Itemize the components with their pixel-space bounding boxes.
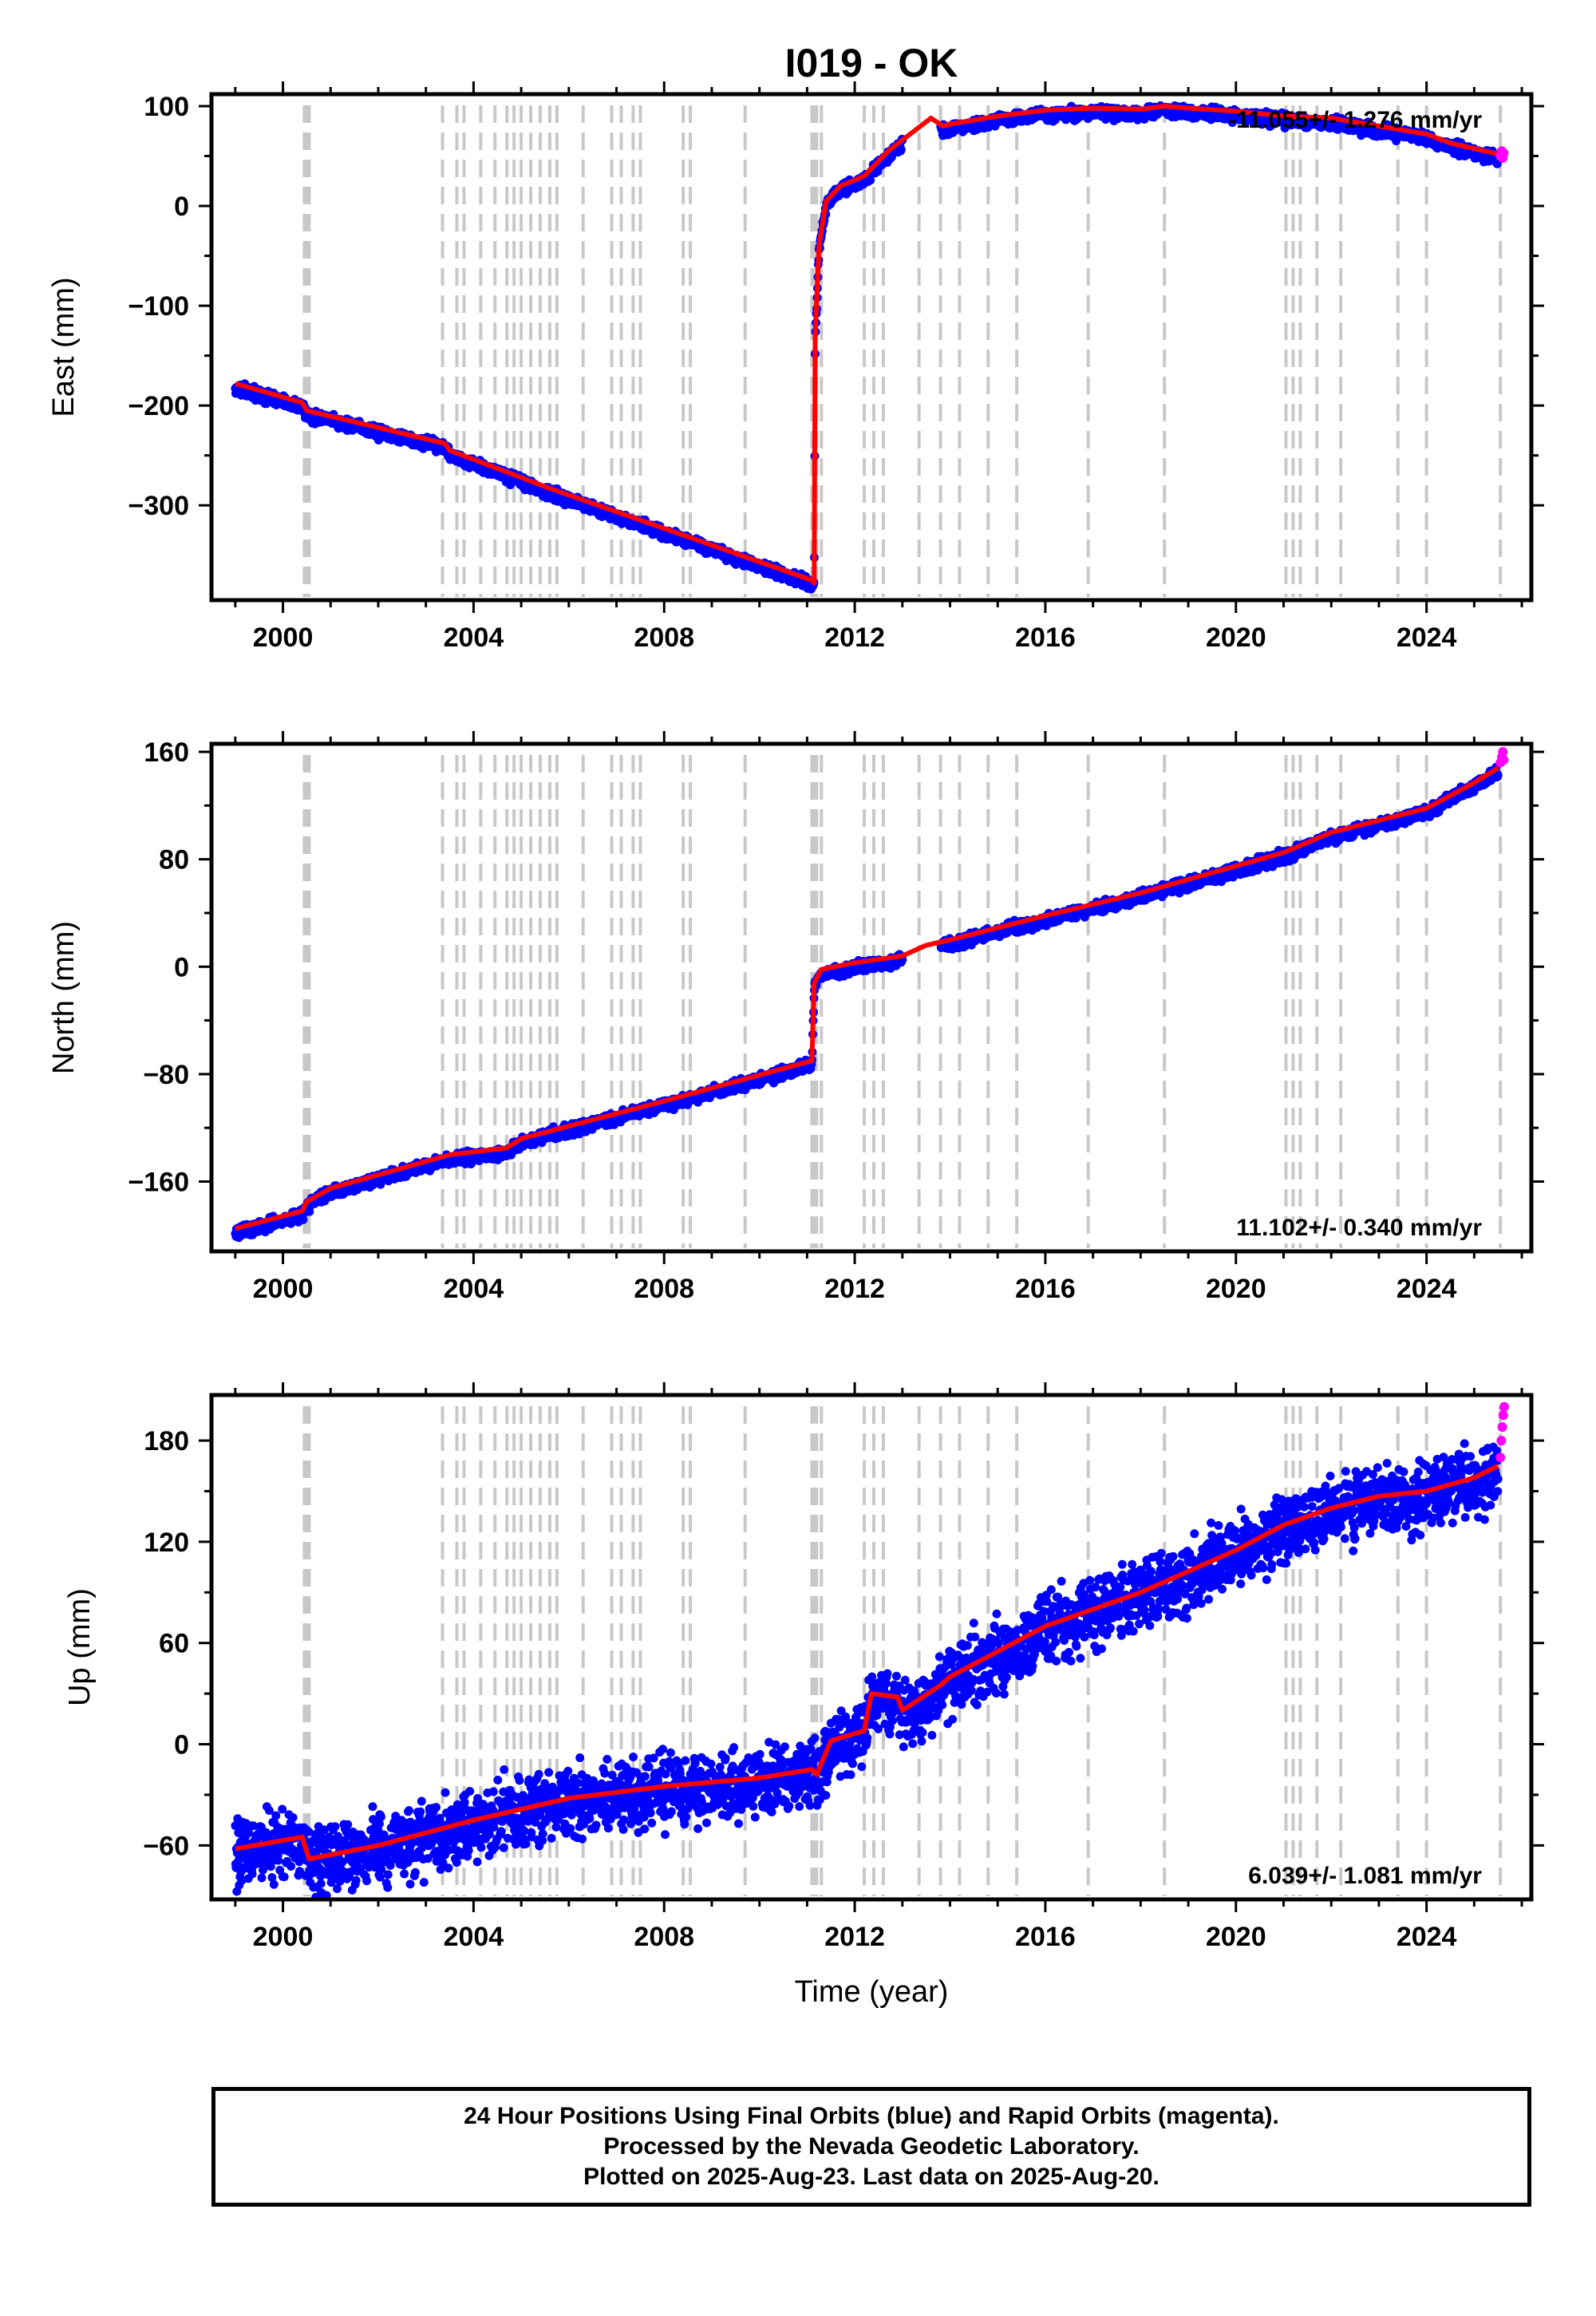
step-lines	[302, 105, 1503, 597]
x-tick-label: 2016	[1015, 1922, 1076, 1952]
x-tick-label: 2016	[1015, 1274, 1076, 1304]
x-tick-label: 2008	[634, 622, 694, 653]
rapid-orbit-point	[1497, 1422, 1507, 1433]
y-tick-label: 0	[174, 192, 189, 222]
y-tick-label: −160	[128, 1168, 189, 1198]
model-line	[235, 765, 1499, 1231]
y-tick-label: −200	[128, 391, 189, 421]
model-line	[235, 104, 1499, 586]
rapid-orbit-point	[1499, 148, 1509, 158]
rapid-orbit-points	[1495, 1401, 1509, 1463]
y-tick-label: 100	[144, 92, 189, 122]
x-tick-label: 2024	[1396, 622, 1457, 653]
y-tick-label: 0	[174, 952, 189, 982]
x-tick-label: 2008	[634, 1922, 694, 1952]
y-axis-label: Up (mm)	[63, 1588, 97, 1706]
x-tick-label: 2000	[253, 622, 314, 653]
x-tick-label: 2012	[824, 622, 885, 653]
velocity-label: 11.102+/- 0.340 mm/yr	[1236, 1215, 1482, 1241]
x-tick-label: 2024	[1396, 1922, 1457, 1952]
final-orbit-points	[231, 1439, 1503, 1899]
rapid-orbit-point	[1496, 1436, 1507, 1446]
x-tick-label: 2020	[1206, 1922, 1266, 1952]
x-axis: 2000 2004 2008 2012 2016 2020 2024	[234, 1382, 1523, 1952]
footer-line-3: Plotted on 2025-Aug-23. Last data on 202…	[583, 2164, 1159, 2190]
y-axis: −300 −200 −100 0 100	[128, 92, 1544, 521]
plot-frame	[209, 1393, 1534, 1902]
x-tick-label: 2004	[444, 1922, 504, 1952]
x-axis-label: Time (year)	[795, 1975, 949, 2009]
footer-line-2: Processed by the Nevada Geodetic Laborat…	[603, 2133, 1140, 2160]
plot-frame	[209, 741, 1534, 1254]
x-tick-label: 2000	[253, 1274, 314, 1304]
y-tick-label: 180	[144, 1426, 189, 1456]
x-tick-label: 2004	[444, 1274, 504, 1304]
rapid-orbit-point	[1495, 1452, 1506, 1463]
x-tick-label: 2020	[1206, 1274, 1266, 1304]
rapid-orbit-point	[1499, 1401, 1509, 1412]
x-tick-label: 2008	[634, 1274, 694, 1304]
y-tick-label: −80	[143, 1060, 189, 1090]
footer-line-1: 24 Hour Positions Using Final Orbits (bl…	[464, 2103, 1279, 2129]
panel-1: 2000 2004 2008 2012 2016 2020 2024 −300 −200 −100…	[47, 81, 1544, 653]
velocity-label: 6.039+/- 1.081 mm/yr	[1248, 1863, 1482, 1889]
y-tick-label: 0	[174, 1730, 189, 1761]
x-axis: 2000 2004 2008 2012 2016 2020 2024	[234, 731, 1523, 1304]
y-axis: −60 0 60 120 180	[143, 1426, 1544, 1861]
panel-2: 2000 2004 2008 2012 2016 2020 2024 −160 −80 0 80 16…	[47, 731, 1544, 1304]
x-tick-label: 2000	[253, 1922, 314, 1952]
rapid-orbit-point	[1499, 755, 1509, 765]
panel-3: 2000 2004 2008 2012 2016 2020 2024 −60 0 60 120 180…	[63, 1382, 1544, 2009]
y-tick-label: 120	[144, 1528, 189, 1558]
final-orbit-points	[231, 762, 1503, 1243]
y-tick-label: −300	[128, 491, 189, 521]
velocity-label: -11.055+/- 1.276 mm/yr	[1228, 107, 1482, 133]
plot-area	[231, 101, 1509, 597]
y-tick-label: 80	[159, 845, 189, 875]
plot-area	[231, 1401, 1509, 1899]
x-tick-label: 2012	[824, 1274, 885, 1304]
x-tick-label: 2024	[1396, 1274, 1457, 1304]
y-tick-label: 60	[159, 1629, 189, 1659]
rapid-orbit-point	[1498, 747, 1508, 757]
chart-title: I019 - OK	[785, 41, 958, 85]
y-tick-label: −60	[143, 1831, 189, 1861]
x-tick-label: 2016	[1015, 622, 1076, 653]
rapid-orbit-points	[1495, 146, 1509, 164]
y-tick-label: −100	[128, 291, 189, 322]
rapid-orbit-point	[1498, 1410, 1508, 1421]
plot-area	[231, 747, 1509, 1248]
x-tick-label: 2012	[824, 1922, 885, 1952]
y-axis-label: North (mm)	[47, 921, 81, 1074]
plot-frame	[209, 92, 1534, 603]
x-axis: 2000 2004 2008 2012 2016 2020 2024	[234, 81, 1523, 653]
step-lines	[302, 755, 1503, 1248]
y-axis-label: East (mm)	[47, 277, 81, 417]
y-axis: −160 −80 0 80 160	[128, 737, 1544, 1198]
y-tick-label: 160	[144, 737, 189, 768]
model-line	[235, 1464, 1499, 1862]
x-tick-label: 2020	[1206, 622, 1266, 653]
footer-box: 24 Hour Positions Using Final Orbits (bl…	[211, 2087, 1531, 2207]
rapid-orbit-points	[1495, 747, 1509, 768]
x-tick-label: 2004	[444, 622, 504, 653]
